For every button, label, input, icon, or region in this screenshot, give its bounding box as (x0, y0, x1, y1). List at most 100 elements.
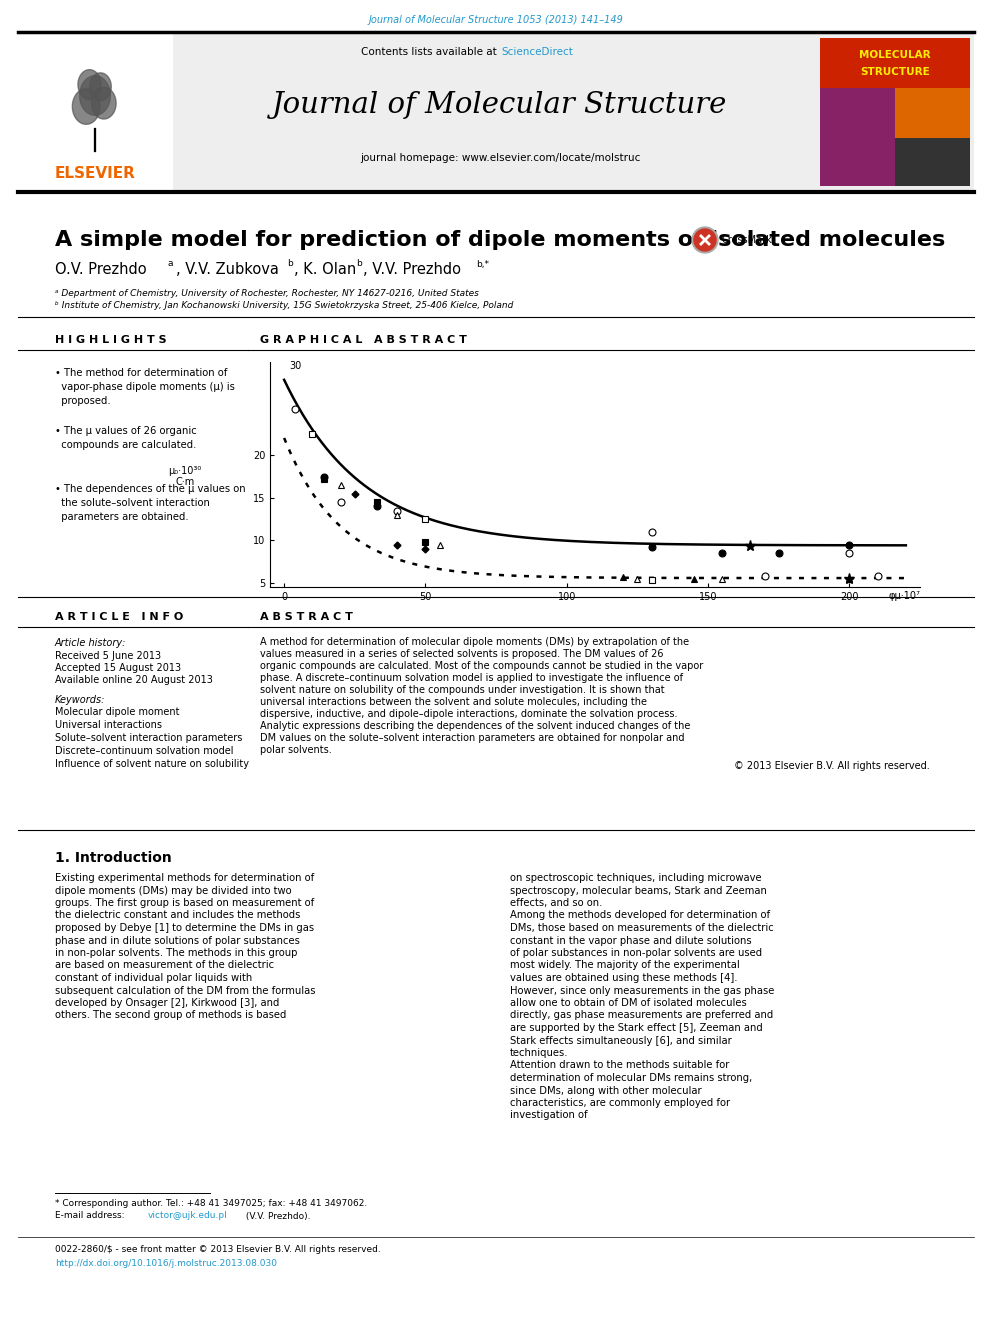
Text: • The μ values of 26 organic
  compounds are calculated.: • The μ values of 26 organic compounds a… (55, 426, 196, 450)
Text: • The method for determination of
  vapor-phase dipole moments (μ) is
  proposed: • The method for determination of vapor-… (55, 368, 235, 406)
Text: H I G H L I G H T S: H I G H L I G H T S (55, 335, 167, 345)
Text: • The dependences of the μ values on
  the solute–solvent interaction
  paramete: • The dependences of the μ values on the… (55, 484, 246, 523)
Text: O.V. Prezhdo: O.V. Prezhdo (55, 262, 147, 278)
Text: φμ·10⁷: φμ·10⁷ (888, 591, 920, 601)
Text: G R A P H I C A L   A B S T R A C T: G R A P H I C A L A B S T R A C T (260, 335, 467, 345)
Circle shape (692, 228, 718, 253)
Text: b: b (287, 259, 293, 269)
Text: Analytic expressions describing the dependences of the solvent induced changes o: Analytic expressions describing the depe… (260, 721, 690, 732)
Text: others. The second group of methods is based: others. The second group of methods is b… (55, 1011, 287, 1020)
Bar (820, 38, 970, 187)
Polygon shape (91, 87, 116, 119)
Text: proposed by Debye [1] to determine the DMs in gas: proposed by Debye [1] to determine the D… (55, 923, 314, 933)
Text: developed by Onsager [2], Kirkwood [3], and: developed by Onsager [2], Kirkwood [3], … (55, 998, 280, 1008)
Text: 0022-2860/$ - see front matter © 2013 Elsevier B.V. All rights reserved.: 0022-2860/$ - see front matter © 2013 El… (55, 1245, 381, 1254)
Text: A simple model for prediction of dipole moments of isolated molecules: A simple model for prediction of dipole … (55, 230, 945, 250)
Text: allow one to obtain of DM of isolated molecules: allow one to obtain of DM of isolated mo… (510, 998, 747, 1008)
Text: Universal interactions: Universal interactions (55, 720, 162, 730)
Text: ᵇ Institute of Chemistry, Jan Kochanowski University, 15G Swietokrzyska Street, : ᵇ Institute of Chemistry, Jan Kochanowsk… (55, 302, 514, 311)
Text: organic compounds are calculated. Most of the compounds cannot be studied in the: organic compounds are calculated. Most o… (260, 662, 703, 671)
Bar (18, 33, 173, 191)
Polygon shape (78, 70, 101, 99)
Text: solvent nature on solubility of the compounds under investigation. It is shown t: solvent nature on solubility of the comp… (260, 685, 665, 695)
Polygon shape (79, 75, 110, 115)
Text: μ₀·10³⁰
C·m: μ₀·10³⁰ C·m (169, 466, 201, 487)
Text: DM values on the solute–solvent interaction parameters are obtained for nonpolar: DM values on the solute–solvent interact… (260, 733, 684, 744)
Text: Journal of Molecular Structure 1053 (2013) 141–149: Journal of Molecular Structure 1053 (201… (369, 15, 623, 25)
Text: a: a (168, 259, 174, 269)
Text: Available online 20 August 2013: Available online 20 August 2013 (55, 675, 213, 685)
Text: Stark effects simultaneously [6], and similar: Stark effects simultaneously [6], and si… (510, 1036, 732, 1045)
Text: (V.V. Prezhdo).: (V.V. Prezhdo). (243, 1212, 310, 1221)
Text: victor@ujk.edu.pl: victor@ujk.edu.pl (148, 1212, 228, 1221)
Text: the dielectric constant and includes the methods: the dielectric constant and includes the… (55, 910, 301, 921)
Text: * Corresponding author. Tel.: +48 41 3497025; fax: +48 41 3497062.: * Corresponding author. Tel.: +48 41 349… (55, 1200, 367, 1208)
Text: universal interactions between the solvent and solute molecules, including the: universal interactions between the solve… (260, 697, 647, 706)
Text: Contents lists available at: Contents lists available at (361, 48, 500, 57)
Text: Received 5 June 2013: Received 5 June 2013 (55, 651, 161, 662)
Text: subsequent calculation of the DM from the formulas: subsequent calculation of the DM from th… (55, 986, 315, 995)
Text: are based on measurement of the dielectric: are based on measurement of the dielectr… (55, 960, 274, 971)
Text: since DMs, along with other molecular: since DMs, along with other molecular (510, 1085, 701, 1095)
Text: b: b (356, 259, 362, 269)
Text: phase. A discrete–continuum solvation model is applied to investigate the influe: phase. A discrete–continuum solvation mo… (260, 673, 683, 683)
Text: Accepted 15 August 2013: Accepted 15 August 2013 (55, 663, 182, 673)
Polygon shape (72, 89, 100, 124)
Text: values are obtained using these methods [4].: values are obtained using these methods … (510, 972, 737, 983)
Text: Attention drawn to the methods suitable for: Attention drawn to the methods suitable … (510, 1061, 729, 1070)
Text: Solute–solvent interaction parameters: Solute–solvent interaction parameters (55, 733, 242, 744)
Text: A R T I C L E   I N F O: A R T I C L E I N F O (55, 613, 184, 622)
Text: E-mail address:: E-mail address: (55, 1212, 127, 1221)
Bar (820, 89, 895, 187)
Text: constant in the vapor phase and dilute solutions: constant in the vapor phase and dilute s… (510, 935, 752, 946)
Text: A B S T R A C T: A B S T R A C T (260, 613, 353, 622)
Text: Molecular dipole moment: Molecular dipole moment (55, 706, 180, 717)
Text: Existing experimental methods for determination of: Existing experimental methods for determ… (55, 873, 314, 882)
Bar (895, 138, 970, 187)
Text: ᵃ Department of Chemistry, University of Rochester, Rochester, NY 14627-0216, Un: ᵃ Department of Chemistry, University of… (55, 288, 479, 298)
Text: effects, and so on.: effects, and so on. (510, 898, 602, 908)
Text: 30: 30 (290, 361, 302, 372)
Text: groups. The first group is based on measurement of: groups. The first group is based on meas… (55, 898, 314, 908)
Text: , V.V. Prezhdo: , V.V. Prezhdo (363, 262, 461, 278)
Text: , K. Olan: , K. Olan (294, 262, 356, 278)
Text: dipole moments (DMs) may be divided into two: dipole moments (DMs) may be divided into… (55, 885, 292, 896)
Circle shape (694, 229, 716, 251)
Text: MOLECULAR: MOLECULAR (859, 50, 930, 60)
Text: http://dx.doi.org/10.1016/j.molstruc.2013.08.030: http://dx.doi.org/10.1016/j.molstruc.201… (55, 1258, 277, 1267)
Text: most widely. The majority of the experimental: most widely. The majority of the experim… (510, 960, 740, 971)
Bar (895, 89, 970, 138)
Text: DMs, those based on measurements of the dielectric: DMs, those based on measurements of the … (510, 923, 774, 933)
Text: Discrete–continuum solvation model: Discrete–continuum solvation model (55, 746, 233, 755)
Text: A method for determination of molecular dipole moments (DMs) by extrapolation of: A method for determination of molecular … (260, 636, 689, 647)
Text: Among the methods developed for determination of: Among the methods developed for determin… (510, 910, 770, 921)
Text: constant of individual polar liquids with: constant of individual polar liquids wit… (55, 972, 252, 983)
Text: Article history:: Article history: (55, 638, 126, 648)
Text: techniques.: techniques. (510, 1048, 568, 1058)
Text: determination of molecular DMs remains strong,: determination of molecular DMs remains s… (510, 1073, 752, 1084)
Text: , V.V. Zubkova: , V.V. Zubkova (176, 262, 279, 278)
Text: spectroscopy, molecular beams, Stark and Zeeman: spectroscopy, molecular beams, Stark and… (510, 885, 767, 896)
Text: Journal of Molecular Structure: Journal of Molecular Structure (273, 91, 728, 119)
Text: journal homepage: www.elsevier.com/locate/molstruc: journal homepage: www.elsevier.com/locat… (360, 153, 640, 163)
Text: phase and in dilute solutions of polar substances: phase and in dilute solutions of polar s… (55, 935, 300, 946)
Text: polar solvents.: polar solvents. (260, 745, 331, 755)
Text: Influence of solvent nature on solubility: Influence of solvent nature on solubilit… (55, 759, 249, 769)
Text: b,*: b,* (476, 259, 489, 269)
Text: However, since only measurements in the gas phase: However, since only measurements in the … (510, 986, 775, 995)
Text: values measured in a series of selected solvents is proposed. The DM values of 2: values measured in a series of selected … (260, 650, 664, 659)
Bar (820, 38, 970, 89)
Text: dispersive, inductive, and dipole–dipole interactions, dominate the solvation pr: dispersive, inductive, and dipole–dipole… (260, 709, 678, 718)
Text: in non-polar solvents. The methods in this group: in non-polar solvents. The methods in th… (55, 949, 298, 958)
Text: characteristics, are commonly employed for: characteristics, are commonly employed f… (510, 1098, 730, 1107)
Text: ScienceDirect: ScienceDirect (501, 48, 572, 57)
Text: Keywords:: Keywords: (55, 695, 105, 705)
Text: STRUCTURE: STRUCTURE (860, 67, 930, 77)
Text: on spectroscopic techniques, including microwave: on spectroscopic techniques, including m… (510, 873, 762, 882)
Text: directly, gas phase measurements are preferred and: directly, gas phase measurements are pre… (510, 1011, 773, 1020)
Bar (18, 33, 974, 191)
Text: © 2013 Elsevier B.V. All rights reserved.: © 2013 Elsevier B.V. All rights reserved… (734, 761, 930, 771)
Text: are supported by the Stark effect [5], Zeeman and: are supported by the Stark effect [5], Z… (510, 1023, 763, 1033)
Text: investigation of: investigation of (510, 1110, 587, 1121)
Text: ELSEVIER: ELSEVIER (55, 167, 136, 181)
